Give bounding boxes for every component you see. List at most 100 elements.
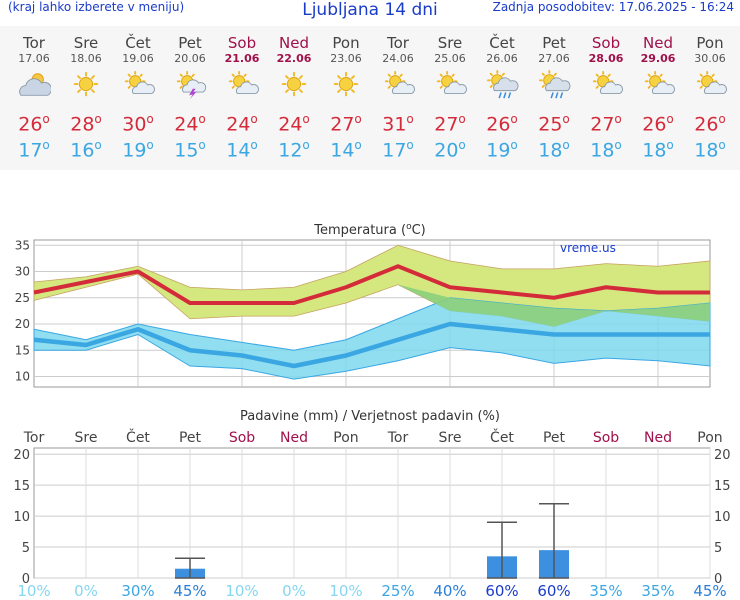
y-tick-label: 25 — [15, 291, 30, 305]
y-tick-label: 20 — [13, 448, 30, 463]
precip-probability: 45% — [693, 582, 726, 600]
day-name: Sob — [591, 34, 621, 52]
min-temp: 18o — [538, 138, 570, 162]
x-tick-label: Čet — [126, 428, 150, 446]
temperature-chart: Temperatura (oC) 10 15 20 25 30 35 vreme.us — [15, 222, 711, 388]
y-tick-label-right: 20 — [714, 448, 731, 463]
rain-sun-icon — [487, 70, 519, 99]
day-date: 28.06 — [588, 52, 624, 65]
max-temp: 24o — [174, 112, 206, 136]
max-temp: 26o — [486, 112, 518, 136]
y-tick-label: 30 — [15, 265, 30, 279]
min-temp: 19o — [486, 138, 518, 162]
min-temp: 18o — [642, 138, 674, 162]
precip-probability: 25% — [381, 582, 414, 600]
x-tick-label: Pet — [543, 430, 566, 446]
y-tick-label: 15 — [15, 343, 30, 357]
day-name: Čet — [125, 34, 151, 52]
precip-probability: 35% — [641, 582, 674, 600]
day-name: Pet — [542, 34, 566, 52]
sun-icon — [73, 71, 99, 97]
day-name: Sre — [73, 34, 99, 52]
day-name: Ned — [643, 34, 673, 52]
precip-probability: 0% — [74, 582, 98, 600]
y-tick-label: 35 — [15, 238, 30, 252]
max-temp: 26o — [18, 112, 50, 136]
sun-cloud-icon — [592, 70, 623, 94]
day-column: Pet 20.06 24o 15o — [164, 26, 216, 162]
day-name: Pon — [332, 34, 360, 52]
chart-title: Temperatura (oC) — [313, 222, 425, 238]
min-temp: 20o — [434, 138, 466, 162]
day-date: 26.06 — [486, 52, 518, 65]
x-tick-label: Pon — [697, 430, 722, 446]
y-tick-label-right: 5 — [714, 541, 722, 556]
day-name: Tor — [23, 34, 45, 52]
precip-probability: 0% — [282, 582, 306, 600]
precip-probability: 60% — [485, 582, 518, 600]
region-hint[interactable]: (kraj lahko izberete v meniju) — [8, 0, 185, 14]
min-temp: 17o — [382, 138, 414, 162]
day-name: Tor — [387, 34, 409, 52]
y-tick-label: 0 — [22, 572, 30, 587]
max-temp: 27o — [590, 112, 622, 136]
day-date: 19.06 — [122, 52, 154, 65]
day-name: Čet — [489, 34, 515, 52]
plot-area — [33, 447, 711, 579]
max-temp: 31o — [382, 112, 414, 136]
rain-sun-icon — [539, 70, 571, 99]
day-date: 23.06 — [330, 52, 362, 65]
x-tick-label: Ned — [280, 430, 308, 446]
day-date: 20.06 — [174, 52, 206, 65]
x-tick-label: Sob — [229, 430, 255, 446]
max-temp: 24o — [226, 112, 258, 136]
sun-cloud-icon — [644, 70, 675, 94]
precip-probability: 35% — [589, 582, 622, 600]
min-temp: 18o — [694, 138, 726, 162]
day-date: 21.06 — [224, 52, 260, 65]
y-tick-label: 20 — [15, 317, 30, 331]
day-column: Čet 19.06 30o 19o — [112, 26, 164, 162]
sun-icon — [281, 71, 307, 97]
sun-cloud-icon — [436, 70, 467, 94]
precip-probability: 60% — [537, 582, 570, 600]
day-date: 27.06 — [538, 52, 570, 65]
cloudy-sun-icon — [19, 73, 51, 96]
thunderstorm-icon — [176, 70, 207, 100]
day-date: 18.06 — [70, 52, 102, 65]
precip-probability: 10% — [329, 582, 362, 600]
max-temp: 27o — [434, 112, 466, 136]
max-temp: 24o — [278, 112, 310, 136]
day-column: Pon 30.06 26o 18o — [684, 26, 736, 162]
day-name: Sre — [437, 34, 463, 52]
day-date: 22.06 — [276, 52, 312, 65]
precip-probability: 10% — [17, 582, 50, 600]
max-temp: 28o — [70, 112, 102, 136]
precipitation-chart: Padavine (mm) / Verjetnost padavin (%) To… — [13, 409, 731, 600]
sun-cloud-icon — [124, 70, 155, 94]
day-column: Sob 28.06 27o 18o — [580, 26, 632, 161]
min-temp: 16o — [70, 138, 102, 162]
day-column: Ned 29.06 26o 18o — [632, 26, 684, 162]
sun-cloud-icon — [384, 70, 415, 94]
day-name: Sob — [227, 34, 257, 52]
min-temp: 17o — [18, 138, 50, 162]
min-temp: 14o — [330, 138, 362, 162]
x-tick-label: Ned — [644, 430, 672, 446]
day-column: Čet 26.06 26o 19o — [476, 26, 528, 162]
x-tick-label: Sre — [75, 430, 98, 446]
x-tick-label: Tor — [387, 430, 409, 446]
day-date: 25.06 — [434, 52, 466, 65]
min-temp: 14o — [226, 138, 258, 162]
precip-probability: 30% — [121, 582, 154, 600]
min-temp: 15o — [174, 138, 206, 162]
precip-probability: 10% — [225, 582, 258, 600]
day-column: Pet 27.06 25o 18o — [528, 26, 580, 162]
x-tick-label: Sre — [439, 430, 462, 446]
y-tick-label: 5 — [22, 541, 30, 556]
x-tick-label: Pon — [333, 430, 358, 446]
sun-cloud-icon — [228, 70, 259, 94]
day-column: Sre 25.06 27o 20o — [424, 26, 476, 162]
sun-icon — [333, 71, 359, 97]
min-temp: 19o — [122, 138, 154, 162]
